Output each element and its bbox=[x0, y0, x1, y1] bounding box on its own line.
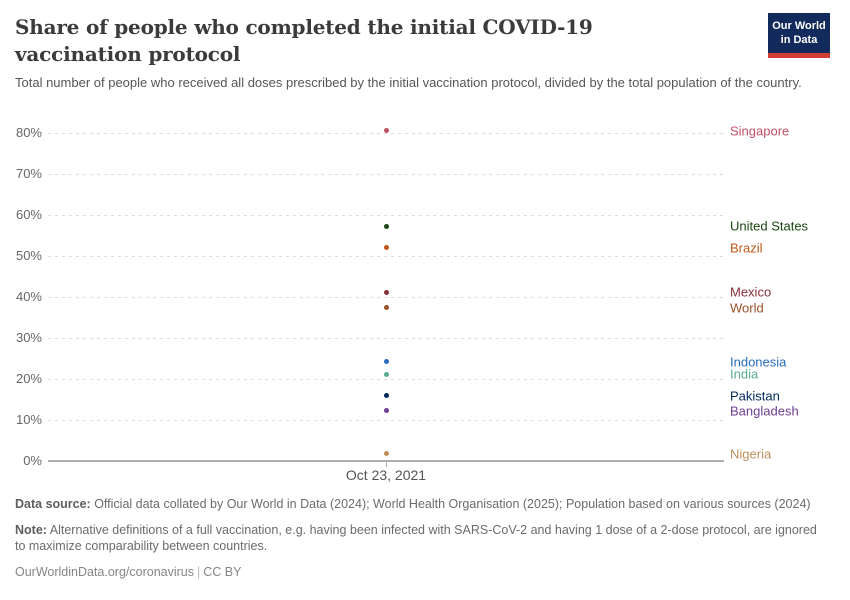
data-point-india[interactable] bbox=[383, 371, 389, 377]
y-axis-tick-label-40: 40% bbox=[15, 289, 42, 304]
x-axis-tick-label: Oct 23, 2021 bbox=[345, 467, 427, 483]
gridline-60 bbox=[48, 215, 724, 216]
gridline-50 bbox=[48, 256, 724, 257]
gridline-40 bbox=[48, 297, 724, 298]
owid-url-link[interactable]: OurWorldinData.org/coronavirus bbox=[15, 564, 195, 579]
entity-label-indonesia[interactable]: Indonesia bbox=[730, 354, 787, 370]
y-axis-tick-label-20: 20% bbox=[15, 371, 42, 386]
gridline-80 bbox=[48, 133, 724, 134]
y-axis-tick-label-10: 10% bbox=[15, 412, 42, 427]
x-axis-baseline bbox=[48, 460, 724, 462]
gridline-10 bbox=[48, 420, 724, 421]
entity-label-nigeria[interactable]: Nigeria bbox=[730, 446, 772, 462]
y-axis-tick-label-70: 70% bbox=[15, 166, 42, 181]
y-axis-tick-label-30: 30% bbox=[15, 330, 42, 345]
entity-label-united-states[interactable]: United States bbox=[730, 218, 809, 234]
y-axis-tick-label-80: 80% bbox=[15, 125, 42, 140]
owid-logo-line2: in Data bbox=[780, 34, 818, 47]
entity-label-mexico[interactable]: Mexico bbox=[730, 284, 772, 300]
note-line: Note: Alternative definitions of a full … bbox=[15, 522, 827, 555]
gridline-30 bbox=[48, 338, 724, 339]
data-point-world[interactable] bbox=[383, 305, 389, 311]
data-point-nigeria[interactable] bbox=[383, 451, 389, 457]
chart-footer: Data source: Official data collated by O… bbox=[15, 496, 827, 589]
data-point-pakistan[interactable] bbox=[383, 393, 389, 399]
data-point-mexico[interactable] bbox=[383, 289, 389, 295]
entity-label-world[interactable]: World bbox=[730, 300, 764, 316]
data-source-label: Data source: bbox=[15, 497, 91, 511]
y-axis-tick-label-0: 0% bbox=[23, 453, 42, 468]
footer-separator: | bbox=[197, 564, 201, 579]
chart-subtitle: Total number of people who received all … bbox=[15, 75, 802, 90]
owid-logo-line1: Our World bbox=[772, 20, 826, 32]
owid-logo[interactable]: Our World in Data bbox=[768, 13, 830, 58]
data-point-singapore[interactable] bbox=[383, 128, 389, 134]
data-source-line: Data source: Official data collated by O… bbox=[15, 496, 827, 513]
gridline-20 bbox=[48, 379, 724, 380]
y-axis-tick-label-50: 50% bbox=[15, 248, 42, 263]
entity-label-singapore[interactable]: Singapore bbox=[730, 123, 790, 139]
data-point-bangladesh[interactable] bbox=[383, 408, 389, 414]
data-point-brazil[interactable] bbox=[383, 245, 389, 251]
data-point-united-states[interactable] bbox=[383, 223, 389, 229]
entity-label-brazil[interactable]: Brazil bbox=[730, 240, 763, 256]
note-text: Alternative definitions of a full vaccin… bbox=[15, 522, 817, 554]
y-axis-tick-label-60: 60% bbox=[15, 207, 42, 222]
data-point-indonesia[interactable] bbox=[383, 359, 389, 365]
note-label: Note: bbox=[15, 522, 47, 537]
entity-label-pakistan[interactable]: Pakistan bbox=[730, 388, 780, 404]
entity-label-india[interactable]: India bbox=[730, 366, 759, 382]
entity-label-bangladesh[interactable]: Bangladesh bbox=[730, 403, 799, 419]
footer-links: OurWorldinData.org/coronavirus | CC BY bbox=[15, 564, 827, 581]
x-axis-tick-mark bbox=[386, 462, 387, 467]
license-link[interactable]: CC BY bbox=[203, 564, 242, 579]
data-source-text: Official data collated by Our World in D… bbox=[90, 497, 811, 511]
gridline-70 bbox=[48, 174, 724, 175]
chart-title: Share of people who completed the initia… bbox=[15, 15, 593, 66]
